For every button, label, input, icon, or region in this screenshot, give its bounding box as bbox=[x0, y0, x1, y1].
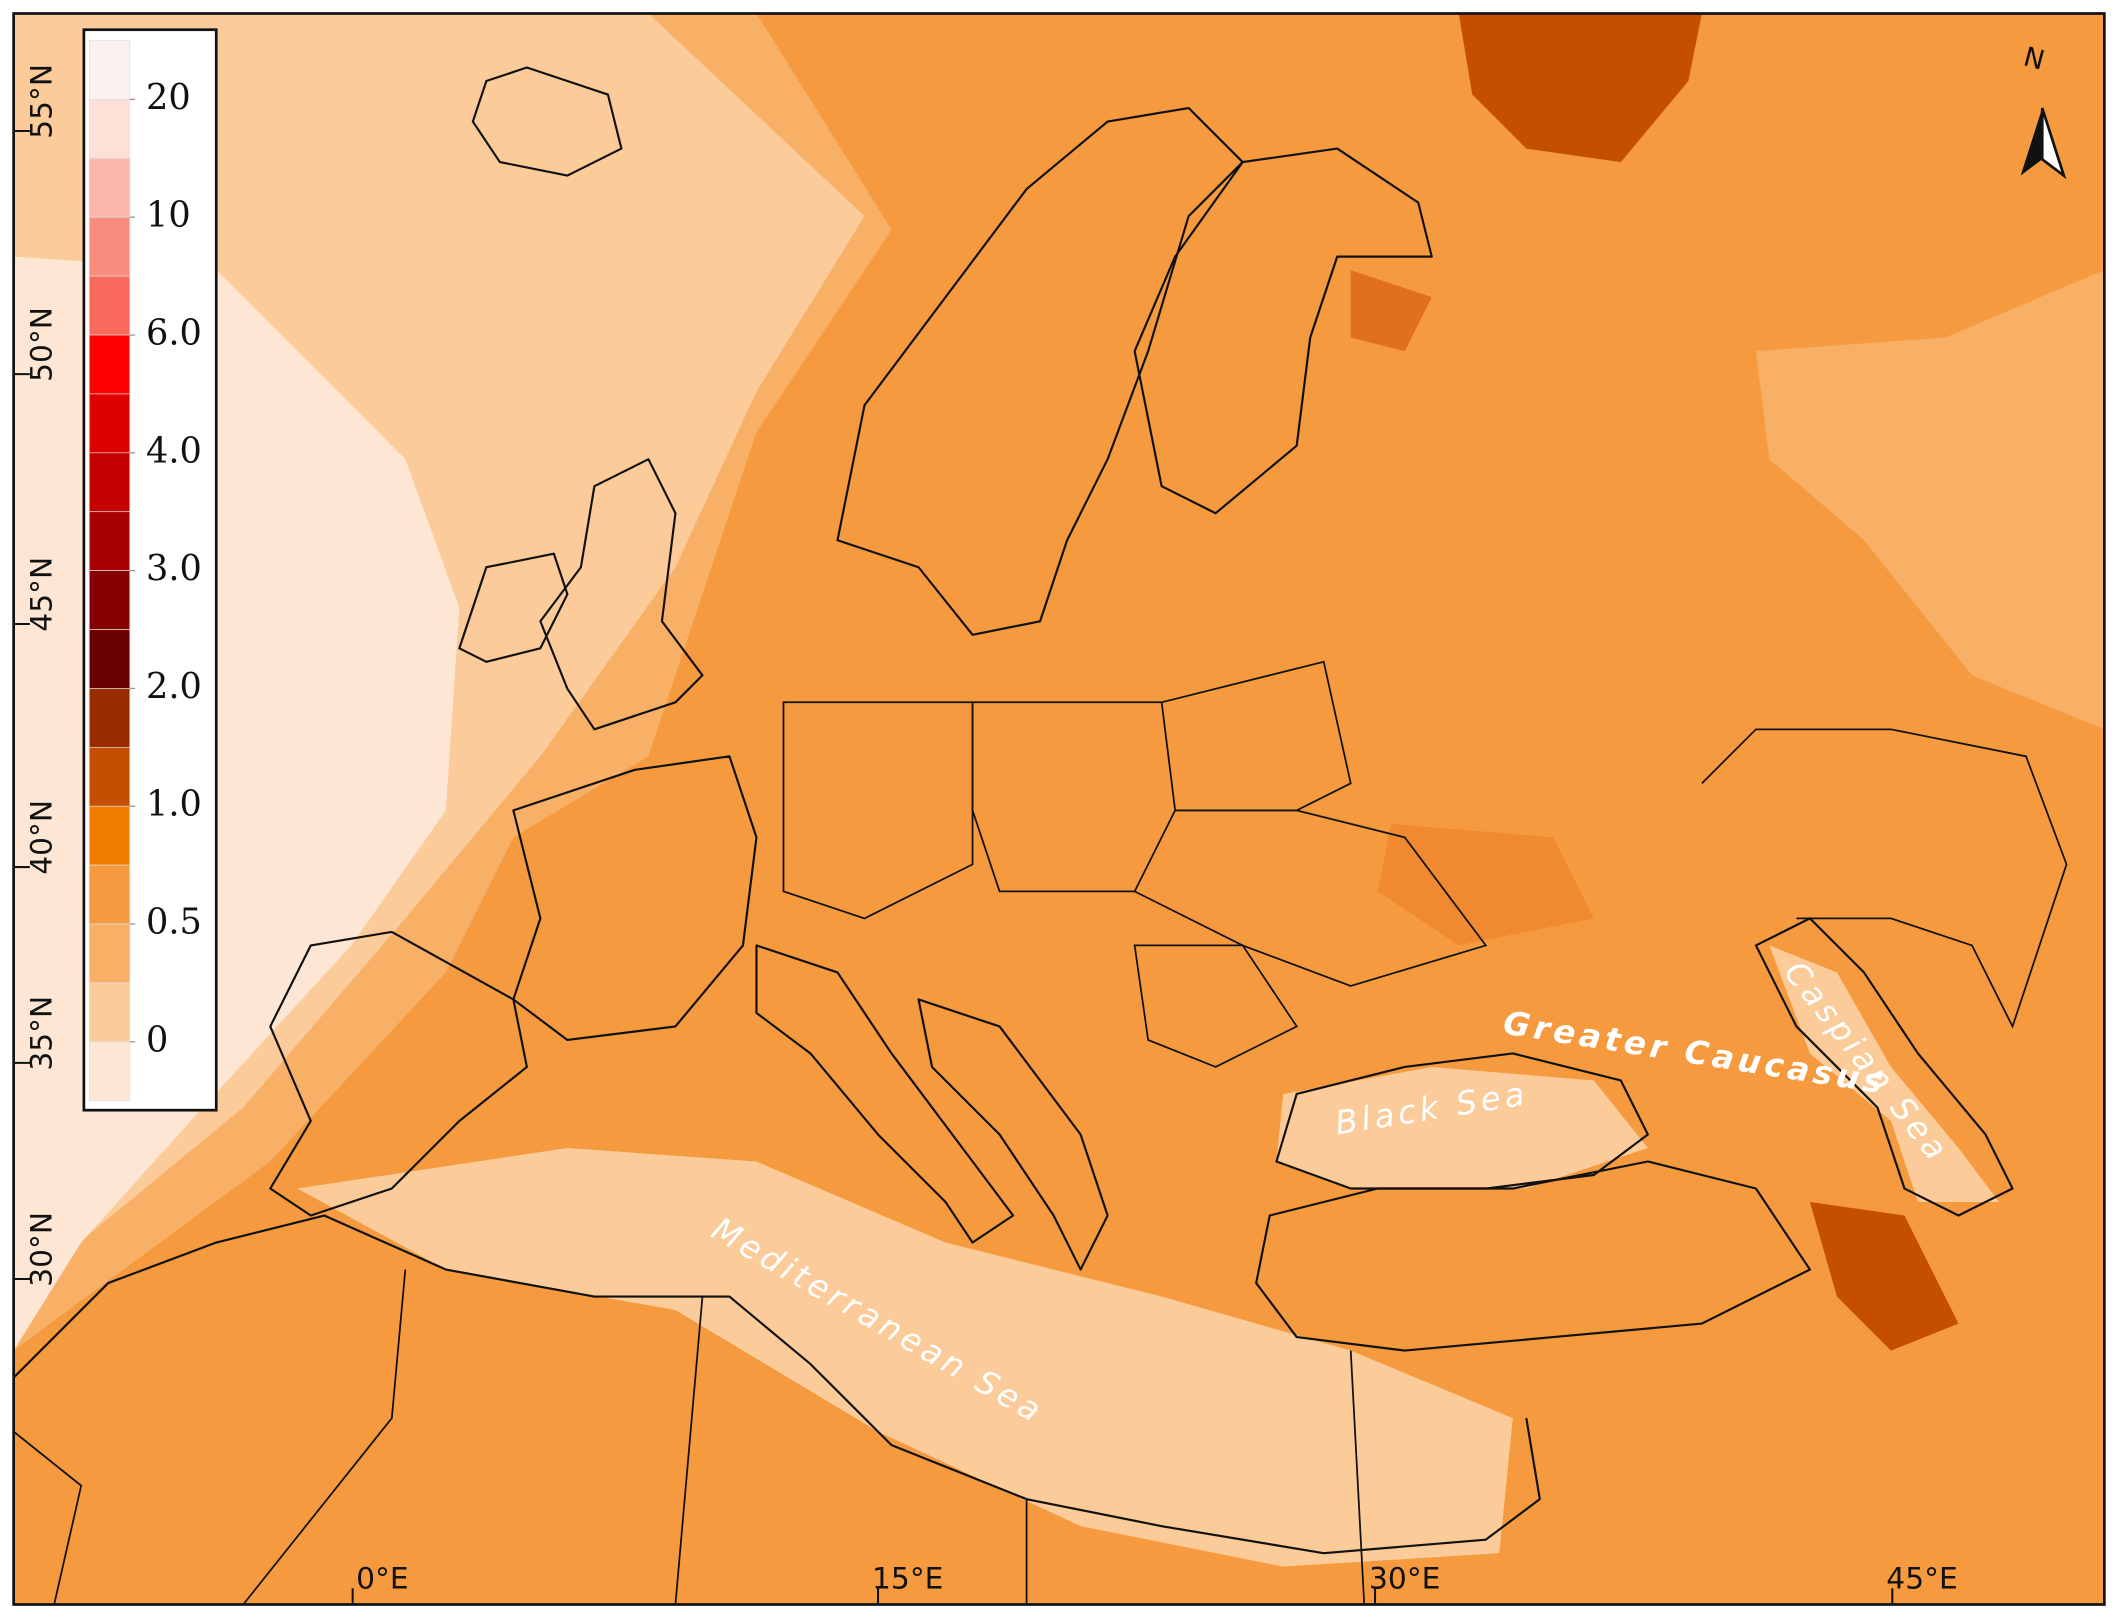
germany-border bbox=[782, 701, 974, 920]
legend-label: 4.0 bbox=[146, 430, 202, 471]
legend: 20 10 6.0 4.0 3.0 2.0 1.0 0.5 0 bbox=[88, 40, 202, 1102]
legend-swatch bbox=[88, 923, 131, 984]
lon-label: 30°E bbox=[1369, 1561, 1440, 1596]
legend-swatch bbox=[88, 982, 131, 1043]
romania-border bbox=[1133, 944, 1298, 1068]
legend-label: 20 bbox=[146, 77, 191, 118]
legend-label: 0 bbox=[146, 1019, 168, 1060]
legend-swatch bbox=[88, 275, 131, 336]
legend-label: 2.0 bbox=[146, 666, 202, 707]
north-arrow-right bbox=[2040, 107, 2067, 180]
legend-label: 10 bbox=[146, 195, 191, 236]
axes: 55°N 50°N 45°N 40°N 35°N 30°N 0°E 15°E 30°E 45°E bbox=[13, 64, 1958, 1605]
east-light-zone bbox=[1755, 270, 2105, 730]
legend-swatch bbox=[88, 864, 131, 925]
legend-swatch bbox=[88, 1041, 131, 1102]
black-sea-zone bbox=[1276, 1066, 1648, 1189]
legend-label: 3.0 bbox=[146, 548, 202, 589]
legend-swatch bbox=[88, 511, 131, 571]
legend-label: 0.5 bbox=[146, 902, 202, 943]
legend-swatch bbox=[88, 570, 131, 630]
lat-label: 30°N bbox=[24, 1212, 59, 1287]
legend-swatch bbox=[88, 334, 131, 395]
kazakhstan-border bbox=[1701, 728, 2068, 1029]
legend-swatch bbox=[88, 746, 131, 807]
legend-swatch bbox=[88, 805, 131, 866]
lon-label: 45°E bbox=[1886, 1561, 1957, 1596]
map-area bbox=[13, 13, 2105, 1605]
ukraine-patch bbox=[1377, 823, 1594, 946]
lat-label: 55°N bbox=[24, 64, 59, 139]
africa-borders bbox=[13, 1269, 1366, 1605]
legend-swatch bbox=[88, 629, 131, 689]
hot-spot-north bbox=[1458, 13, 1702, 163]
legend-swatch bbox=[88, 216, 131, 277]
legend-swatch bbox=[88, 99, 131, 159]
finland-coast bbox=[1133, 147, 1433, 515]
france-coast bbox=[512, 755, 758, 1042]
africa-coast bbox=[13, 1214, 1541, 1555]
britain-coast bbox=[539, 458, 704, 731]
mediterranean-zone bbox=[297, 1147, 1513, 1567]
iceland-coast bbox=[471, 66, 623, 177]
anatolia-coast bbox=[1255, 1160, 1812, 1352]
legend-swatch bbox=[88, 40, 131, 100]
ireland-coast bbox=[458, 552, 569, 663]
lat-label: 45°N bbox=[24, 557, 59, 632]
legend-swatch bbox=[88, 157, 131, 218]
lon-label: 0°E bbox=[356, 1561, 409, 1596]
lat-label: 40°N bbox=[24, 800, 59, 875]
hot-spot-iran bbox=[1809, 1202, 1959, 1351]
map-frame bbox=[12, 12, 2106, 1606]
legend-swatch bbox=[88, 452, 131, 513]
caspian-zone bbox=[1769, 945, 2000, 1203]
balkan-coast bbox=[917, 998, 1109, 1271]
legend-label: 6.0 bbox=[146, 313, 202, 354]
legend-swatch bbox=[88, 393, 131, 454]
lat-label: 35°N bbox=[24, 996, 59, 1071]
italy-coast bbox=[755, 944, 1015, 1244]
scandinavia-coast bbox=[836, 106, 1244, 636]
lon-label: 15°E bbox=[872, 1561, 943, 1596]
legend-label: 1.0 bbox=[146, 784, 202, 825]
lat-label: 50°N bbox=[24, 307, 59, 382]
caspian-coast bbox=[1754, 917, 2014, 1217]
legend-swatch bbox=[88, 688, 131, 748]
